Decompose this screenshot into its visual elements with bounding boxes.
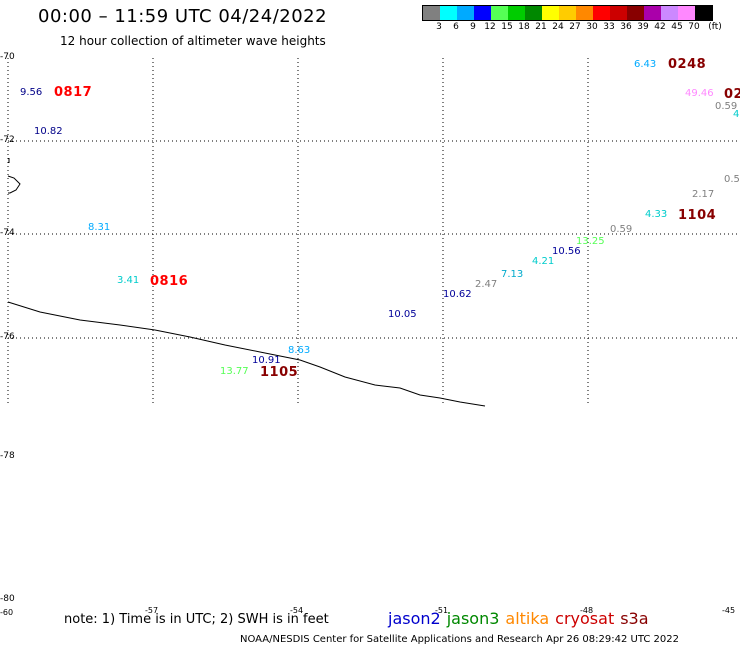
legend-tick-label: 24 (552, 22, 564, 32)
lat-label: -74 (0, 228, 15, 238)
wave-height-label: 13.25 (576, 236, 605, 247)
lat-label: -80 (0, 594, 15, 604)
legend-tick-label: 9 (470, 22, 476, 32)
legend-swatch (644, 6, 661, 20)
wave-height-label: 4 (733, 109, 740, 120)
coastline (7, 301, 486, 407)
wave-height-label: 0.5 (724, 174, 740, 185)
pass-time-label: 02 (724, 87, 740, 102)
wave-height-label: 10.82 (34, 126, 63, 137)
lon-label: -60 (0, 608, 14, 617)
pass-time-label: 1105 (260, 365, 299, 380)
pass-time-label: 0248 (668, 57, 707, 72)
legend-unit-label: (ft) (708, 22, 722, 32)
lat-label: -78 (0, 451, 15, 461)
legend-swatch (508, 6, 525, 20)
wave-height-label: 2.17 (692, 189, 715, 200)
legend-swatch (661, 6, 678, 20)
legend-swatch (542, 6, 559, 20)
legend-tick-label: 3 (436, 22, 442, 32)
legend-swatch (423, 6, 440, 20)
legend-tick-label: 33 (603, 22, 615, 32)
wave-height-label: 8.63 (288, 345, 311, 356)
legend-swatch (695, 6, 712, 20)
satellite-name: jason2 (388, 609, 441, 628)
wave-height-label: 8.31 (88, 222, 111, 233)
lat-label: -76 (0, 332, 15, 342)
legend-tick-label: 18 (518, 22, 530, 32)
lon-label: -57 (145, 606, 159, 615)
coastline-island (7, 175, 21, 194)
wave-height-label: 4.33 (645, 209, 668, 220)
legend-swatch (610, 6, 627, 20)
legend-swatch (525, 6, 542, 20)
satellite-name: s3a (620, 609, 649, 628)
legend-tick-label: 45 (671, 22, 683, 32)
lon-label: -48 (580, 606, 594, 615)
legend-tick-label: 42 (654, 22, 666, 32)
legend-swatch (627, 6, 644, 20)
lon-label: -54 (290, 606, 304, 615)
legend-tick-label: 15 (501, 22, 513, 32)
legend-tick-label: 12 (484, 22, 496, 32)
legend-swatch (678, 6, 695, 20)
legend-swatch (440, 6, 457, 20)
legend-swatch (559, 6, 576, 20)
wave-height-label: 2.47 (475, 279, 498, 290)
satellite-name: cryosat (555, 609, 615, 628)
legend-swatch (474, 6, 491, 20)
wave-height-label: 10.91 (252, 355, 281, 366)
wave-height-label: 3.41 (117, 275, 140, 286)
page-title: 00:00 – 11:59 UTC 04/24/2022 (38, 6, 328, 27)
legend-tick-label: 6 (453, 22, 459, 32)
legend-swatch (593, 6, 610, 20)
pass-time-label: 1104 (678, 208, 717, 223)
lat-label: -70 (0, 52, 15, 62)
legend-tick-label: 27 (569, 22, 581, 32)
page-subtitle: 12 hour collection of altimeter wave hei… (60, 34, 326, 48)
satellite-name: jason3 (446, 609, 500, 628)
legend-swatch (576, 6, 593, 20)
legend-tick-label: 39 (637, 22, 649, 32)
lat-label: -72 (0, 135, 15, 145)
wave-height-label: 10.56 (552, 246, 581, 257)
wave-height-label: 0.59 (715, 101, 738, 112)
legend-tick-label: 30 (586, 22, 598, 32)
wave-height-label: 6.43 (634, 59, 657, 70)
wave-height-label: 13.77 (220, 366, 249, 377)
legend-swatch (491, 6, 508, 20)
wave-height-label: 4.21 (532, 256, 555, 267)
legend-tick-label: 21 (535, 22, 547, 32)
legend-tick-label: 70 (688, 22, 700, 32)
satellite-legend: jason2 jason3 altika cryosat s3a (388, 609, 655, 628)
satellite-name: altika (505, 609, 550, 628)
lon-label: -51 (435, 606, 449, 615)
pass-time-label: 0816 (150, 274, 189, 289)
wave-height-label: 9.56 (20, 87, 43, 98)
wave-height-label: 7.13 (501, 269, 524, 280)
footer-note: note: 1) Time is in UTC; 2) SWH is in fe… (64, 612, 329, 627)
wave-height-label: 49.46 (685, 88, 714, 99)
legend-tick-label: 36 (620, 22, 632, 32)
wave-height-label: 0.59 (610, 224, 633, 235)
lon-label: -45 (722, 606, 736, 615)
footer-credit: NOAA/NESDIS Center for Satellite Applica… (240, 634, 679, 645)
color-legend-bar (422, 5, 713, 21)
pass-time-label: 0817 (54, 85, 93, 100)
legend-swatch (457, 6, 474, 20)
wave-height-label: 10.62 (443, 289, 472, 300)
wave-height-label: 10.05 (388, 309, 417, 320)
